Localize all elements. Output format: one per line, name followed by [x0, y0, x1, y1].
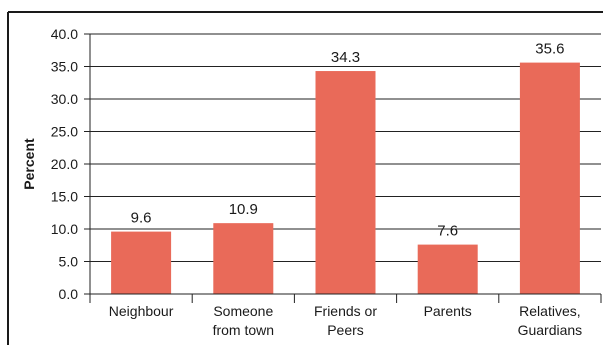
- bar: [111, 231, 172, 294]
- y-axis-title: Percent: [21, 138, 37, 190]
- category-label: Relatives,: [519, 303, 580, 319]
- data-label: 9.6: [131, 210, 152, 227]
- category-label: from town: [213, 322, 274, 338]
- data-label: 10.9: [229, 201, 258, 218]
- category-label: Neighbour: [109, 303, 174, 319]
- labels: 0.0 5.0 10.0 15.0 20.0 25.0 30.0 35.0 40.0 9.6 Nei…: [51, 26, 582, 338]
- y-tick-label: 10.0: [51, 221, 78, 237]
- y-tick-label: 20.0: [51, 156, 78, 172]
- y-tick-label: 25.0: [51, 124, 78, 140]
- data-label: 34.3: [331, 49, 360, 66]
- category-label: Parents: [424, 303, 472, 319]
- bar: [213, 223, 274, 294]
- bar: [315, 71, 376, 294]
- category-label: Guardians: [518, 322, 583, 338]
- category-label: Someone: [213, 303, 273, 319]
- category-label: Friends or: [314, 303, 377, 319]
- category-label: Peers: [327, 322, 364, 338]
- data-label: 7.6: [437, 223, 458, 240]
- data-label: 35.6: [535, 41, 564, 58]
- y-tick-label: 30.0: [51, 91, 78, 107]
- y-tick-label: 15.0: [51, 189, 78, 205]
- axes: [7, 11, 603, 345]
- y-tick-label: 0.0: [59, 286, 79, 302]
- y-tick-label: 5.0: [59, 254, 79, 270]
- y-tick-label: 40.0: [51, 26, 78, 42]
- bar: [519, 62, 580, 294]
- y-tick-label: 35.0: [51, 59, 78, 75]
- bars: [111, 62, 580, 294]
- bar: [417, 244, 478, 294]
